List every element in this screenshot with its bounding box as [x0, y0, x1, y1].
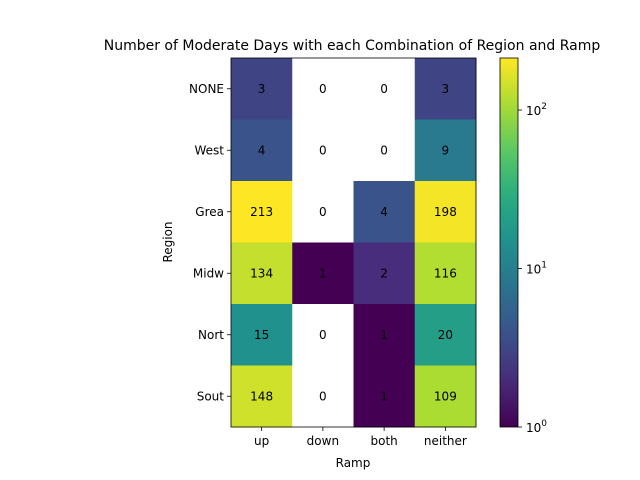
- cell-value-label: 1: [380, 389, 388, 403]
- colorbar-tick-label: 100: [526, 419, 547, 435]
- chart-title: Number of Moderate Days with each Combin…: [104, 38, 601, 54]
- cell-value-label: 15: [254, 328, 269, 342]
- heatmap-cell: [414, 58, 477, 120]
- y-axis-label: Region: [161, 221, 175, 262]
- heatmap-cell: [414, 181, 477, 243]
- y-tick-label: Sout: [197, 389, 225, 403]
- cell-value-label: 1: [319, 266, 327, 280]
- x-axis-label: Ramp: [336, 456, 371, 470]
- cell-value-label: 1: [380, 328, 388, 342]
- y-tick-label: Grea: [195, 205, 224, 219]
- cell-value-label: 3: [442, 82, 450, 96]
- cell-value-label: 2: [380, 266, 388, 280]
- heatmap-cell: [231, 304, 293, 366]
- cell-value-label: 148: [250, 389, 273, 403]
- cell-value-label: 0: [319, 328, 327, 342]
- x-tick-label: down: [307, 434, 339, 448]
- x-tick-label: neither: [424, 434, 467, 448]
- cell-value-label: 4: [380, 205, 388, 219]
- heatmap-cell: [231, 181, 293, 243]
- cell-value-label: 4: [258, 143, 266, 157]
- cell-value-label: 9: [442, 143, 450, 157]
- heatmap-cell: [231, 58, 293, 120]
- heatmap-cell: [414, 365, 477, 428]
- heatmap-cell: [231, 119, 293, 182]
- colorbar: [499, 57, 519, 428]
- cell-value-label: 109: [434, 389, 457, 403]
- cell-value-label: 0: [380, 143, 388, 157]
- cell-value-label: 20: [438, 328, 453, 342]
- heatmap-cells: [231, 58, 477, 428]
- heatmap-cell: [231, 365, 293, 428]
- heatmap-cell: [353, 365, 416, 428]
- cell-value-label: 3: [258, 82, 266, 96]
- colorbar-tick-label: 101: [526, 261, 547, 277]
- heatmap-cell: [292, 242, 354, 305]
- heatmap-cell: [414, 304, 477, 366]
- colorbar-ticks: 100 101 102: [518, 102, 547, 435]
- x-tick-label: up: [254, 434, 269, 448]
- heatmap-cell-labels: 3 0 0 3 4 0 0 9 213 0 4 198 134 1 2 116 15 0 1 20 148 0 1 109: [250, 82, 457, 404]
- cell-value-label: 0: [319, 389, 327, 403]
- cell-value-label: 134: [250, 266, 273, 280]
- heatmap-cell: [292, 58, 354, 120]
- heatmap-cell: [414, 242, 477, 305]
- heatmap-cell: [231, 242, 293, 305]
- y-tick-label: West: [194, 143, 224, 157]
- cell-value-label: 0: [319, 143, 327, 157]
- heatmap-cell: [292, 365, 354, 428]
- cell-value-label: 116: [434, 266, 457, 280]
- x-axis-ticks: up down both neither: [254, 427, 467, 448]
- y-tick-label: NONE: [189, 82, 224, 96]
- heatmap-cell: [353, 242, 416, 305]
- heatmap-cell: [292, 119, 354, 182]
- cell-value-label: 0: [380, 82, 388, 96]
- heatmap-cell: [292, 304, 354, 366]
- y-tick-label: Nort: [198, 328, 224, 342]
- heatmap-cell: [292, 181, 354, 243]
- x-tick-label: both: [370, 434, 397, 448]
- plot-frame: [230, 57, 477, 428]
- heatmap-cell: [353, 58, 416, 120]
- cell-value-label: 198: [434, 205, 457, 219]
- colorbar-tick-label: 102: [526, 102, 547, 118]
- heatmap-cell: [414, 119, 477, 182]
- heatmap-cell: [353, 304, 416, 366]
- cell-value-label: 0: [319, 82, 327, 96]
- heatmap-cell: [353, 119, 416, 182]
- y-tick-label: Midw: [193, 266, 224, 280]
- cell-value-label: 213: [250, 205, 273, 219]
- heatmap-cell: [353, 181, 416, 243]
- cell-value-label: 0: [319, 205, 327, 219]
- y-axis-ticks: NONE West Grea Midw Nort Sout: [189, 82, 231, 403]
